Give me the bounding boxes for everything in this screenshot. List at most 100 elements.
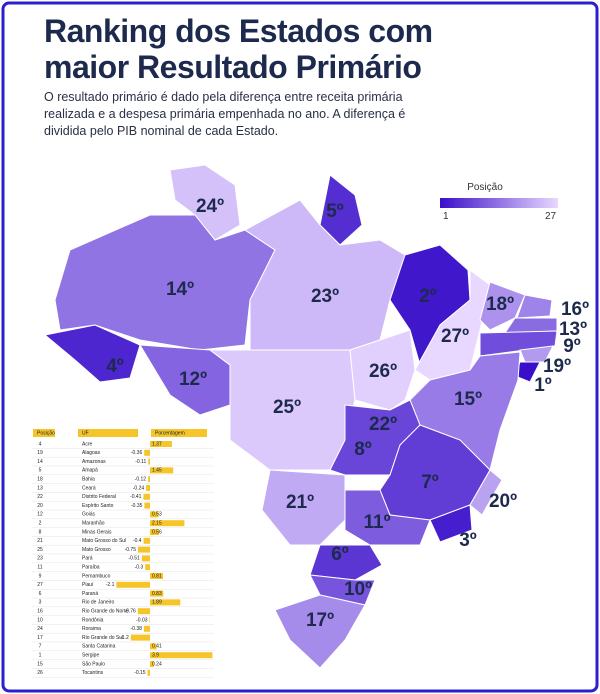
value-bar bbox=[146, 485, 150, 491]
state-rank-label: 25º bbox=[273, 397, 301, 418]
state bbox=[54, 214, 276, 351]
title-line: maior Resultado Primário bbox=[44, 49, 421, 85]
uf-cell: Espírito Santo bbox=[82, 503, 114, 509]
value-cell: -0.15 bbox=[134, 670, 146, 676]
value-bar bbox=[150, 643, 157, 650]
value-bar bbox=[141, 555, 150, 562]
value-cell: -1.2 bbox=[120, 635, 129, 641]
value-cell: 3.9 bbox=[152, 653, 159, 659]
value-bar bbox=[150, 520, 185, 527]
state-rank-label: 2º bbox=[419, 286, 437, 307]
uf-cell: Pernambuco bbox=[82, 573, 111, 579]
subtitle-line: realizada e a despesa primária empenhada… bbox=[44, 107, 405, 121]
value-bar bbox=[138, 546, 150, 553]
value-cell: -0.36 bbox=[131, 450, 143, 456]
position-cell: 8 bbox=[39, 529, 42, 535]
header-cell bbox=[33, 429, 55, 437]
position-cell: 12 bbox=[37, 512, 43, 518]
value-cell: -0.35 bbox=[131, 503, 143, 509]
uf-cell: Amazonas bbox=[82, 459, 106, 465]
state-rank-label: 4º bbox=[106, 356, 124, 377]
value-cell: -0.11 bbox=[135, 459, 146, 465]
state-rank-label: 17º bbox=[306, 610, 334, 631]
state-rank-label: 6º bbox=[331, 544, 349, 565]
state-rank-label: 13º bbox=[559, 319, 587, 340]
uf-cell: Tocantins bbox=[82, 670, 104, 676]
state-rank-label: 14º bbox=[166, 279, 194, 300]
legend-max: 27 bbox=[545, 211, 557, 222]
value-cell: -0.75 bbox=[125, 547, 137, 553]
state-rank-label: 8º bbox=[354, 439, 372, 460]
column-header: Posição bbox=[37, 430, 55, 436]
value-cell: 0.53 bbox=[152, 512, 162, 518]
state bbox=[319, 174, 363, 246]
value-bar bbox=[150, 511, 159, 518]
value-cell: 1.37 bbox=[152, 441, 162, 447]
state-rank-label: 7º bbox=[421, 472, 439, 493]
uf-cell: Rondônia bbox=[82, 617, 104, 623]
state-rank-label: 22º bbox=[369, 414, 397, 435]
value-cell: -2.1 bbox=[106, 582, 115, 588]
value-bar bbox=[150, 652, 213, 659]
state bbox=[43, 324, 141, 383]
value-bar bbox=[137, 608, 150, 615]
state-rank-label: 5º bbox=[326, 201, 344, 222]
position-cell: 21 bbox=[37, 538, 43, 544]
value-bar bbox=[150, 467, 174, 474]
value-cell: 0.83 bbox=[152, 591, 162, 597]
position-cell: 5 bbox=[39, 468, 42, 474]
state bbox=[274, 594, 366, 669]
position-cell: 19 bbox=[37, 450, 43, 456]
value-cell: 2.15 bbox=[152, 521, 162, 527]
value-bar bbox=[143, 625, 150, 632]
value-cell: 0.24 bbox=[152, 661, 162, 667]
value-bar bbox=[145, 564, 150, 571]
state bbox=[349, 329, 416, 411]
value-bar bbox=[144, 449, 150, 456]
position-cell: 27 bbox=[37, 582, 43, 588]
state-rank-label: 10º bbox=[344, 579, 372, 600]
state-rank-label: 26º bbox=[369, 361, 397, 382]
value-bar bbox=[150, 573, 163, 579]
uf-cell: Santa Catarina bbox=[82, 644, 116, 650]
value-bar bbox=[143, 537, 150, 544]
position-cell: 4 bbox=[39, 441, 42, 447]
uf-cell: Mato Grosso bbox=[82, 547, 111, 553]
value-bar bbox=[143, 493, 150, 500]
value-cell: 0.56 bbox=[152, 529, 162, 535]
uf-cell: Distrito Federal bbox=[82, 494, 116, 500]
state-rank-label: 12º bbox=[179, 369, 207, 390]
position-cell: 6 bbox=[39, 591, 42, 597]
position-cell: 10 bbox=[37, 617, 43, 623]
value-bar bbox=[150, 529, 159, 535]
value-bar bbox=[148, 458, 150, 465]
position-cell: 23 bbox=[37, 556, 43, 562]
uf-cell: Rio de Janeiro bbox=[82, 600, 114, 606]
position-cell: 14 bbox=[37, 459, 43, 465]
position-cell: 17 bbox=[37, 635, 43, 641]
position-cell: 13 bbox=[37, 485, 43, 491]
value-cell: 0.81 bbox=[152, 573, 162, 579]
state bbox=[469, 469, 503, 516]
column-header: UF bbox=[82, 430, 89, 436]
position-cell: 3 bbox=[39, 600, 42, 606]
state-rank-label: 1º bbox=[534, 375, 552, 396]
uf-cell: Goiás bbox=[82, 512, 96, 518]
position-cell: 1 bbox=[39, 653, 42, 659]
uf-cell: Amapá bbox=[82, 468, 98, 474]
value-cell: -0.51 bbox=[128, 556, 140, 562]
uf-cell: Ceará bbox=[82, 485, 96, 491]
state-rank-label: 20º bbox=[489, 491, 517, 512]
state bbox=[479, 330, 558, 357]
uf-cell: Sergipe bbox=[82, 653, 99, 659]
state-rank-label: 19º bbox=[543, 356, 571, 377]
position-cell: 26 bbox=[37, 670, 43, 676]
value-bar bbox=[147, 669, 150, 676]
position-cell: 11 bbox=[37, 565, 42, 571]
legend-min: 1 bbox=[443, 211, 449, 222]
value-bar bbox=[116, 581, 150, 588]
state-rank-label: 9º bbox=[563, 336, 581, 357]
uf-cell: Paraíba bbox=[82, 565, 100, 571]
